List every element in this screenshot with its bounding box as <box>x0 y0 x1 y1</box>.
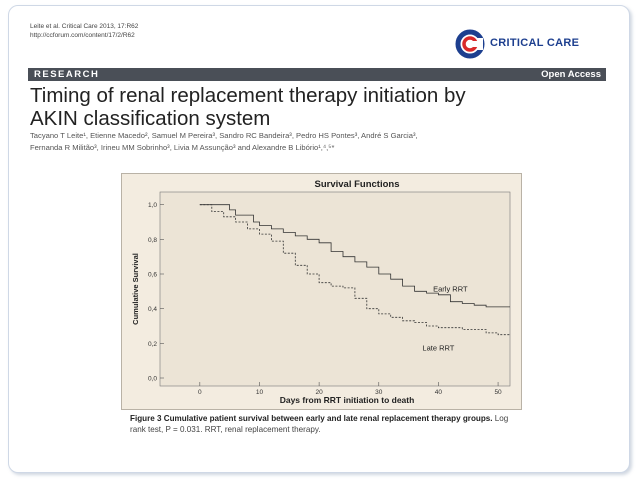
citation: Leite et al. Critical Care 2013, 17:R62 … <box>30 22 138 40</box>
citation-url: http://ccforum.com/content/17/2/R62 <box>30 32 135 39</box>
series-line-late-rrt <box>199 204 510 336</box>
annotation-early-rrt: Early RRT <box>433 284 468 293</box>
band-research: RESEARCH <box>34 69 100 80</box>
plot-area <box>159 191 511 387</box>
x-tick-label: 50 <box>494 389 502 396</box>
x-tick-label: 20 <box>316 389 324 396</box>
citation-journal: Leite et al. Critical Care 2013, 17:R62 <box>30 23 139 30</box>
y-tick-label: 0,8 <box>148 237 157 244</box>
authors: Tacyano T Leite¹, Etienne Macedo², Samue… <box>30 130 615 154</box>
band-open-access: Open Access <box>541 69 601 80</box>
y-tick-label: 0,6 <box>148 272 157 279</box>
title-line-1: Timing of renal replacement therapy init… <box>30 84 466 107</box>
y-tick-label: 1,0 <box>148 202 157 209</box>
critical-care-logo-icon <box>455 29 485 59</box>
figure-box: Survival Functions Cumulative Survival D… <box>121 173 522 410</box>
authors-line-2: Fernanda R Militão³, Irineu MM Sobrinho³… <box>30 143 335 152</box>
x-tick-label: 0 <box>198 389 202 396</box>
series-line-early-rrt <box>199 204 510 308</box>
chart-ylabel: Cumulative Survival <box>131 253 140 325</box>
x-tick-label: 30 <box>375 389 383 396</box>
section-band: RESEARCH Open Access <box>28 68 606 81</box>
y-tick-label: 0,0 <box>148 376 157 383</box>
survival-chart: Survival Functions Cumulative Survival D… <box>131 179 511 405</box>
chart-title: Survival Functions <box>315 179 400 190</box>
authors-line-1: Tacyano T Leite¹, Etienne Macedo², Samue… <box>30 131 418 140</box>
figure-caption: Figure 3 Cumulative patient survival bet… <box>130 413 510 435</box>
annotation-late-rrt: Late RRT <box>422 343 454 352</box>
x-tick-label: 40 <box>435 389 443 396</box>
caption-bold: Figure 3 Cumulative patient survival bet… <box>130 414 493 423</box>
title-line-2: AKIN classification system <box>30 107 271 130</box>
chart-xlabel: Days from RRT initiation to death <box>280 395 415 405</box>
y-tick-label: 0,2 <box>148 341 157 348</box>
caption-rest: Log rank test, P = 0.031. RRT, renal rep… <box>130 414 509 434</box>
x-tick-label: 10 <box>256 389 264 396</box>
paper-title: Timing of renal replacement therapy init… <box>30 84 610 130</box>
logo-text: CRITICAL CARE <box>490 37 580 49</box>
y-tick-label: 0,4 <box>148 306 157 313</box>
